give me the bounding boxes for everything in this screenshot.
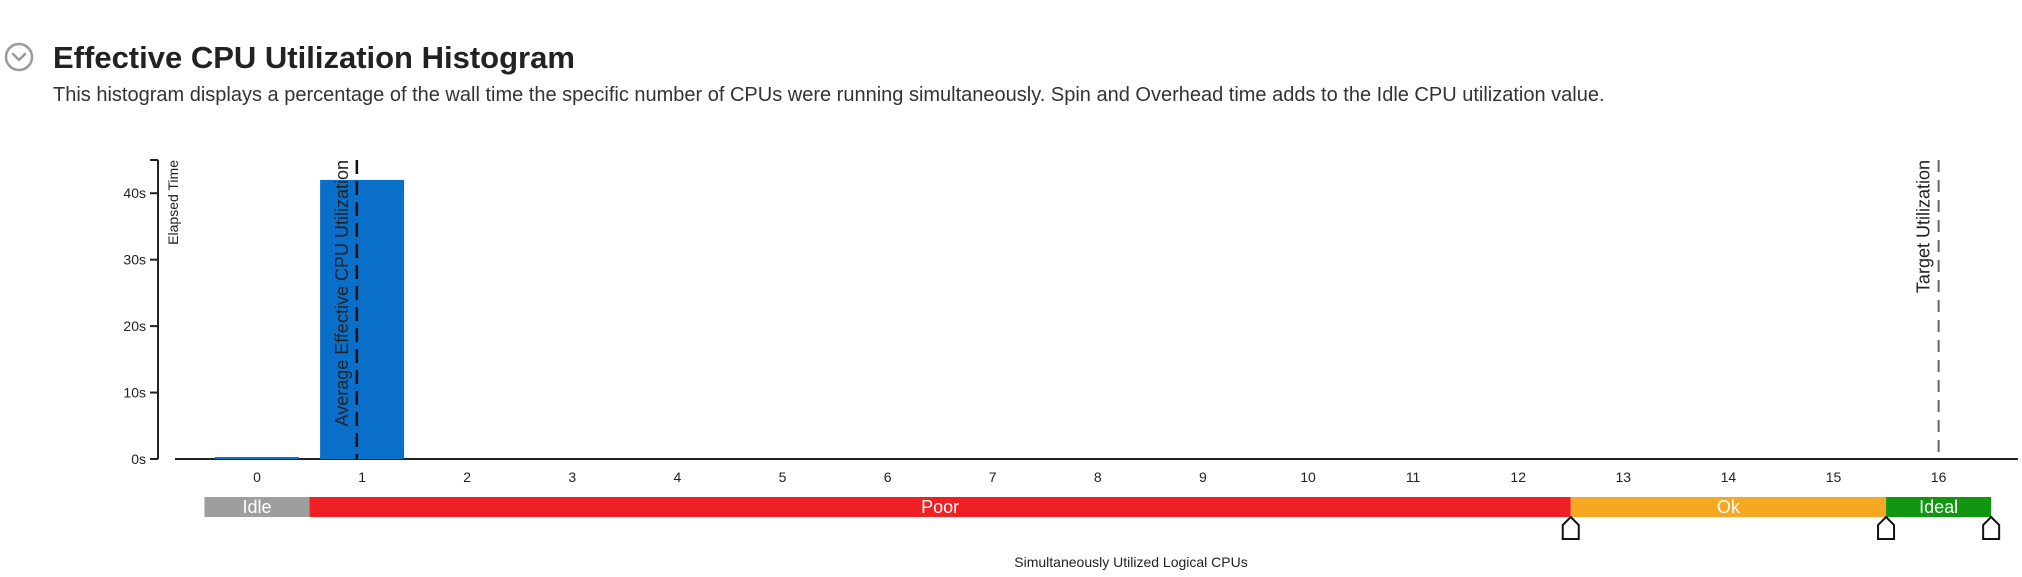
band-idle [204, 497, 310, 517]
y-axis-label: Elapsed Time [165, 160, 181, 245]
y-tick-label: 20s [123, 318, 146, 334]
x-tick-label: 5 [779, 469, 787, 485]
threshold-handle-icon[interactable] [1561, 515, 1580, 540]
x-tick-label: 15 [1826, 469, 1842, 485]
histogram-bar [320, 179, 405, 459]
band-label: Poor [921, 497, 959, 517]
x-tick-label: 7 [989, 469, 997, 485]
section-title: Effective CPU Utilization Histogram [53, 40, 575, 75]
band-poor [309, 497, 1571, 517]
y-tick-label: 30s [123, 252, 146, 268]
x-tick-label: 16 [1931, 469, 1947, 485]
x-tick-label: 2 [463, 469, 471, 485]
section-header: Effective CPU Utilization Histogram This… [0, 36, 2022, 116]
x-tick-label: 13 [1616, 469, 1632, 485]
x-tick-label: 12 [1510, 469, 1526, 485]
threshold-handle-icon[interactable] [1877, 515, 1896, 540]
threshold-handle-icon[interactable] [1982, 515, 2001, 540]
y-tick-label: 10s [123, 385, 146, 401]
x-tick-label: 4 [674, 469, 682, 485]
chevron-down-circle-icon[interactable] [4, 42, 34, 72]
x-tick-label: 3 [568, 469, 576, 485]
x-tick-label: 11 [1406, 469, 1421, 485]
x-tick-label: 0 [253, 469, 261, 485]
reference-line-label: Target Utilization [1914, 160, 1934, 293]
x-tick-label: 14 [1721, 469, 1737, 485]
band-label: Ideal [1919, 497, 1958, 517]
band-ideal [1886, 497, 1992, 517]
x-tick-label: 8 [1094, 469, 1102, 485]
x-tick-label: 1 [358, 469, 366, 485]
histogram-bar [215, 457, 299, 459]
reference-line-label: Average Effective CPU Utilization [332, 160, 352, 426]
x-tick-label: 9 [1199, 469, 1207, 485]
y-tick-label: 0s [131, 451, 146, 467]
y-tick-label: 40s [123, 185, 146, 201]
band-label: Ok [1717, 497, 1741, 517]
band-ok [1570, 497, 1887, 517]
x-axis-label: Simultaneously Utilized Logical CPUs [1014, 554, 1247, 570]
x-tick-label: 6 [884, 469, 892, 485]
x-tick-label: 10 [1300, 469, 1316, 485]
section-description: This histogram displays a percentage of … [53, 84, 1605, 106]
band-label: Idle [242, 497, 271, 517]
